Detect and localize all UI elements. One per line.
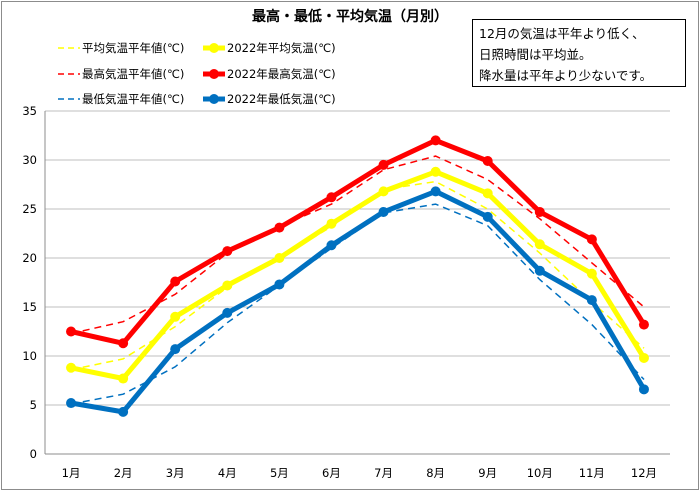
series-line-4 [70,137,647,346]
chart-title: 最高・最低・平均気温（月別） [252,8,448,25]
legend-marker-2 [209,43,219,53]
x-tick-label-6: 6月 [322,466,341,480]
legend-label-3: 最高気温平年値(℃) [82,67,184,81]
x-tick-label-7: 7月 [374,466,393,480]
x-tick-label-8: 8月 [426,466,445,480]
x-tick-label-10: 10月 [527,466,553,480]
series-2-point-10 [534,239,545,250]
series-6-point-12 [638,384,649,395]
series-4-point-1 [66,326,77,337]
series-6-point-6 [326,240,337,251]
series-4-point-12 [638,319,649,330]
series-2-point-4 [222,280,233,291]
y-tick-label-20: 20 [22,251,37,265]
y-tick-label-30: 30 [22,153,37,167]
series-6-point-3 [170,344,181,355]
commentary-line-2: 日照時間は平均並。 [479,47,592,62]
x-tick-label-1: 1月 [62,466,81,480]
y-tick-label-25: 25 [22,202,37,216]
commentary-line-3: 降水量は平年より少ないです。 [479,68,653,83]
series-2-point-2 [118,373,129,384]
legend-label-5: 最低気温平年値(℃) [82,92,184,106]
series-6-point-9 [482,211,493,222]
x-tick-label-5: 5月 [270,466,289,480]
series-2-point-11 [586,268,597,279]
legend-marker-6 [209,94,219,104]
series-2-point-9 [482,188,493,199]
y-tick-label-0: 0 [30,447,37,461]
x-tick-label-11: 11月 [579,466,605,480]
legend-label-6: 2022年最低気温(℃) [227,92,336,106]
series-4-point-6 [326,192,337,203]
series-4-point-11 [586,234,597,245]
series-2-point-12 [638,352,649,363]
x-tick-label-12: 12月 [631,466,657,480]
series-2-point-3 [170,311,181,322]
series-line-1 [70,180,645,371]
series-2-point-7 [378,186,389,197]
series-6-point-5 [274,279,285,290]
commentary-line-1: 12月の気温は平年より低く、 [479,26,645,41]
series-6-point-1 [66,398,77,409]
series-6-point-7 [378,206,389,217]
series-4-point-2 [118,338,129,349]
series-6-point-11 [586,295,597,306]
x-tick-label-2: 2月 [114,466,133,480]
series-6-point-8 [430,186,441,197]
series-2-point-6 [326,218,337,229]
x-tick-label-4: 4月 [218,466,237,480]
series-2-point-5 [274,253,285,263]
series-6-point-10 [534,265,545,276]
series-6-point-4 [222,307,233,318]
series-4-point-8 [430,135,441,146]
series-4-point-4 [222,246,233,257]
series-4-point-5 [274,222,285,233]
series-2-point-8 [430,166,441,177]
x-tick-label-3: 3月 [166,466,185,480]
y-tick-label-35: 35 [22,104,37,118]
series-4-point-10 [534,206,545,217]
series-4-point-3 [170,276,181,287]
y-tick-label-15: 15 [22,300,37,314]
y-tick-label-10: 10 [22,349,37,363]
series-line-6 [70,188,647,415]
y-tick-label-5: 5 [30,398,37,412]
legend-label-4: 2022年最高気温(℃) [227,67,336,81]
series-4-point-9 [482,155,493,166]
series-6-point-2 [118,406,129,417]
legend-marker-4 [209,69,219,79]
commentary-box: 12月の気温は平年より低く、 日照時間は平均並。 降水量は平年より少ないです。 [472,19,686,87]
legend-label-2: 2022年平均気温(℃) [227,41,336,55]
series-2-point-1 [66,362,77,373]
x-tick-label-9: 9月 [478,466,497,480]
series-line-2 [70,169,647,381]
series-4-point-7 [378,159,389,170]
legend-label-1: 平均気温平年値(℃) [82,41,184,55]
series-line-3 [70,155,645,335]
